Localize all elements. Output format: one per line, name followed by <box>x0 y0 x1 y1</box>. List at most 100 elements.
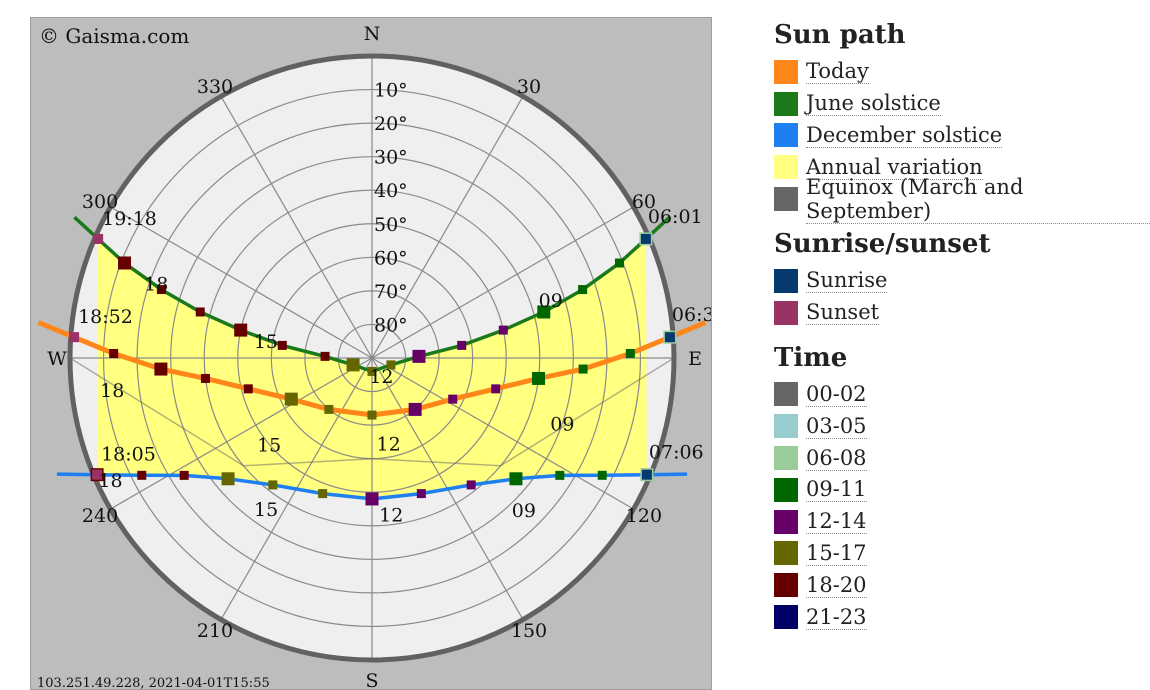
legend-time-label[interactable]: 00-02 <box>806 381 867 407</box>
hour-marker <box>318 489 328 499</box>
hour-label: 15 <box>254 331 278 353</box>
azimuth-label: 240 <box>82 505 118 527</box>
legend-sun-path-label[interactable]: Equinox (March and September) <box>806 175 1150 224</box>
legend-time-item: 21-23 <box>774 601 1150 633</box>
legend-sunrise-sunset-label[interactable]: Sunrise <box>806 268 888 294</box>
legend-time-item: 00-02 <box>774 379 1150 411</box>
hour-marker <box>137 470 147 480</box>
legend: Sun path Today June solstice December sols… <box>774 18 1150 633</box>
legend-sun-path-label[interactable]: Today <box>806 59 869 85</box>
azimuth-label: 210 <box>197 620 233 642</box>
legend-sun-path-label[interactable]: December solstice <box>806 122 1003 148</box>
altitude-label: 50° <box>374 214 408 236</box>
hour-marker <box>346 358 360 372</box>
hour-marker <box>448 394 458 404</box>
sunset-time-label: 19:18 <box>102 208 157 230</box>
sunrise-time-label: 06:01 <box>648 206 703 228</box>
legend-time-swatch <box>774 414 798 439</box>
sunset-time-label: 18:05 <box>101 444 156 466</box>
legend-group-time: 00-02 03-05 06-08 09-11 12-14 15-17 18-20 21-23 <box>774 379 1150 633</box>
hour-label: 12 <box>379 505 403 527</box>
legend-time-label[interactable]: 09-11 <box>806 477 867 503</box>
hour-label: 18 <box>100 380 124 402</box>
legend-sunrise-sunset-item: Sunrise <box>774 265 1150 297</box>
hour-marker <box>154 362 168 376</box>
altitude-label: 30° <box>374 147 408 169</box>
legend-sun-path-swatch <box>774 59 798 84</box>
legend-time-item: 12-14 <box>774 506 1150 538</box>
azimuth-line <box>371 357 634 510</box>
azimuth-label: 60 <box>632 191 656 213</box>
altitude-label: 70° <box>374 281 408 303</box>
copyright-text: © Gaisma.com <box>39 24 189 48</box>
legend-sun-path-swatch <box>774 123 798 148</box>
legend-time-label[interactable]: 03-05 <box>806 413 867 439</box>
legend-sun-path-label[interactable]: June solstice <box>806 91 941 117</box>
hour-label: 12 <box>369 366 393 388</box>
legend-time-swatch <box>774 509 798 534</box>
hour-marker <box>195 307 205 317</box>
hour-marker <box>537 305 551 319</box>
legend-sunrise-sunset-label[interactable]: Sunset <box>806 300 880 326</box>
legend-sun-path-label[interactable]: Annual variation <box>806 154 983 180</box>
hour-marker <box>625 348 635 358</box>
legend-sun-path-item: Equinox (March and September) <box>774 175 1150 224</box>
legend-time-item: 15-17 <box>774 538 1150 570</box>
azimuth-line <box>110 206 373 359</box>
hour-marker <box>466 480 476 490</box>
azimuth-label: 150 <box>511 620 547 642</box>
azimuth-label: 300 <box>82 191 118 213</box>
legend-time-label[interactable]: 15-17 <box>806 540 867 566</box>
legend-time-label[interactable]: 18-20 <box>806 572 867 598</box>
hour-marker <box>367 366 377 376</box>
hour-label: 09 <box>550 414 574 436</box>
legend-sun-path-swatch <box>774 187 798 212</box>
hour-marker <box>509 472 523 486</box>
hour-label: 15 <box>257 434 281 456</box>
sunrise-time-label: 06:3 <box>672 304 712 326</box>
sunset-marker <box>69 332 80 343</box>
legend-sun-path-item: June solstice <box>774 88 1150 120</box>
legend-time-label[interactable]: 12-14 <box>806 509 867 535</box>
legend-time-label[interactable]: 06-08 <box>806 445 867 471</box>
legend-group-sunrise-sunset: Sunrise Sunset <box>774 265 1150 329</box>
legend-time-item: 06-08 <box>774 442 1150 474</box>
sunrise-marker <box>640 233 651 244</box>
hour-marker <box>118 256 132 270</box>
legend-time-swatch <box>774 573 798 598</box>
legend-time-swatch <box>774 541 798 566</box>
hour-label: 09 <box>512 500 536 522</box>
hour-marker <box>491 384 501 394</box>
sunrise-time-label: 07:06 <box>649 442 704 464</box>
hour-marker <box>578 285 588 295</box>
altitude-label: 80° <box>374 314 408 336</box>
hour-marker <box>277 340 287 350</box>
hour-label: 15 <box>254 499 278 521</box>
sunrise-marker <box>664 332 675 343</box>
equinox-path <box>70 357 674 467</box>
hour-marker <box>386 360 396 370</box>
legend-sun-path-swatch <box>774 155 798 180</box>
hour-marker <box>498 325 508 335</box>
hour-marker <box>597 470 607 480</box>
legend-time-label[interactable]: 21-23 <box>806 604 867 630</box>
hour-marker <box>234 323 248 337</box>
legend-group-sun-path: Today June solstice December solstice Annua… <box>774 56 1150 224</box>
hour-marker <box>324 404 334 414</box>
direction-e: E <box>688 348 702 370</box>
hour-marker <box>365 492 379 506</box>
azimuth-line <box>220 96 373 359</box>
hour-label: 09 <box>539 290 563 312</box>
azimuth-line <box>371 206 634 359</box>
sunset-marker <box>92 469 103 480</box>
legend-sunrise-sunset-swatch <box>774 300 798 325</box>
hour-marker <box>109 348 119 358</box>
legend-sunrise-sunset-swatch <box>774 268 798 293</box>
hour-marker <box>578 364 588 374</box>
altitude-label: 40° <box>374 180 408 202</box>
hour-marker <box>268 480 278 490</box>
sunset-marker <box>93 233 104 244</box>
legend-time-swatch <box>774 605 798 630</box>
hour-label: 18 <box>144 274 168 296</box>
sunset-time-label: 18:52 <box>78 306 133 328</box>
